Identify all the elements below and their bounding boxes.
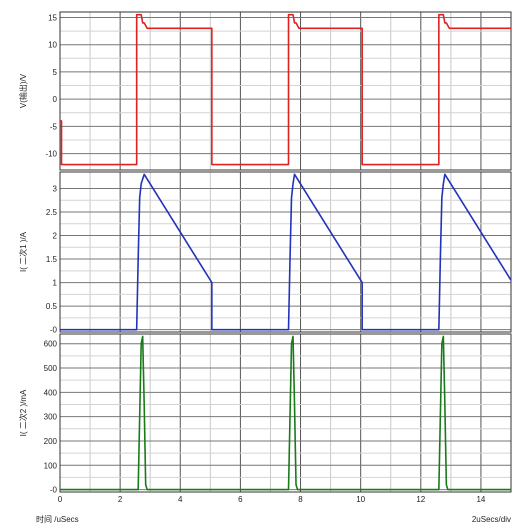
plot-area: [60, 172, 511, 332]
panel-2: -0 0.5 1 1.5 2 2.5 3 I( 二次1 )/A: [18, 171, 512, 335]
y-tick-label: 200: [44, 437, 58, 446]
y-tick-label: 0: [53, 95, 58, 104]
y-tick-label: 100: [44, 461, 58, 470]
y-tick-label: 500: [44, 364, 58, 373]
series-line: [60, 173, 512, 331]
y-tick-label: 3: [53, 184, 58, 193]
x-tick-label: 4: [178, 495, 183, 504]
series-line: [60, 335, 511, 491]
x-tick-label: 12: [416, 495, 425, 504]
y-tick-label: -10: [45, 150, 57, 159]
x-tick-label: 8: [298, 495, 303, 504]
x-tick-label: 2: [118, 495, 123, 504]
y-tick-label: 10: [48, 41, 57, 50]
y-tick-label: 600: [44, 340, 58, 349]
y-tick-label: -0: [50, 326, 58, 335]
y-tick-label: -0: [50, 486, 58, 495]
y-tick-label: 15: [48, 13, 57, 22]
x-axis-label: 时间 /uSecs: [36, 514, 79, 524]
y-axis-label: V(输出)/V: [18, 73, 28, 108]
y-tick-label: 5: [53, 68, 58, 77]
x-tick-label: 0: [58, 495, 63, 504]
y-tick-label: 400: [44, 388, 58, 397]
y-tick-label: 1.5: [46, 255, 58, 264]
x-tick-label: 6: [238, 495, 243, 504]
panel-frame: [59, 171, 512, 333]
x-tick-label: 10: [356, 495, 365, 504]
y-axis-label: I( 二次1 )/A: [18, 231, 28, 272]
chart-panels: -10 -5 0 5 10 15 V(输出)/V -0 0.5 1 1.5 2 2.5 3 I( 二次1 )…: [18, 11, 512, 524]
panel-1: -10 -5 0 5 10 15 V(输出)/V: [18, 11, 512, 171]
plot-area: [60, 12, 511, 170]
panel-frame: [59, 11, 512, 171]
y-tick-label: 1: [53, 279, 58, 288]
y-tick-label: 0.5: [46, 302, 58, 311]
y-tick-label: 2: [53, 232, 58, 241]
x-unit-label: 2uSecs/div: [472, 515, 511, 524]
panel-3: -0 100 200 300 400 500 600 I( 二次2 )/mA 0 2 4 6 8 10 12…: [18, 333, 512, 524]
y-axis-label: I( 二次2 )/mA: [18, 389, 28, 436]
x-tick-label: 14: [476, 495, 485, 504]
y-tick-label: 300: [44, 413, 58, 422]
y-tick-label: 2.5: [46, 208, 58, 217]
panel-frame: [59, 333, 512, 493]
y-tick-label: -5: [50, 122, 58, 131]
series-line: [60, 13, 511, 166]
